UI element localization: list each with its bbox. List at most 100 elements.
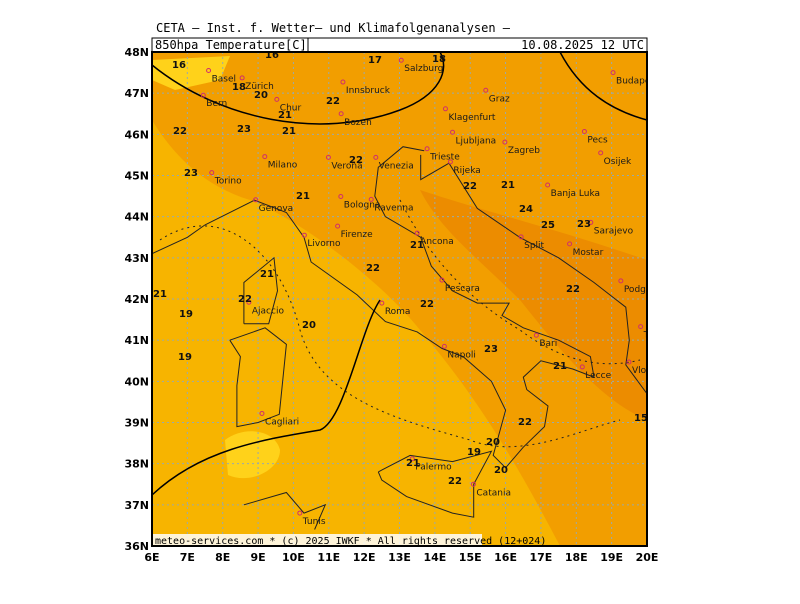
city-marker (450, 129, 456, 135)
city-label: Venezia (379, 161, 414, 171)
city-marker (239, 75, 245, 81)
city-label: Tirana (643, 331, 672, 341)
lon-label: 15E (459, 551, 482, 564)
contour-label: 23 (484, 344, 498, 355)
contour-label: 22 (518, 417, 532, 428)
lon-label: 14E (423, 551, 446, 564)
lon-label: 20E (636, 551, 659, 564)
contour-label: 22 (420, 299, 434, 310)
contour-label: 22 (448, 476, 462, 487)
city-marker (368, 196, 374, 202)
city-label: Podgorica (624, 285, 668, 295)
contour-label: 20 (486, 437, 500, 448)
city-label: Torino (214, 177, 242, 187)
contour-label: 22 (463, 181, 477, 192)
city-label: Zürich (245, 82, 274, 92)
city-label: Ravenna (374, 203, 413, 213)
coastline (229, 327, 287, 428)
contour-label: 19 (179, 309, 193, 320)
city-label: Cagliari (265, 417, 299, 427)
contour-label: 24 (519, 204, 533, 215)
city-marker (626, 359, 632, 365)
isotherm-dotted (159, 225, 621, 448)
city-label: Zagreb (508, 146, 540, 156)
contour-label: 21 (153, 289, 167, 300)
lon-label: 11E (317, 551, 340, 564)
city-marker (447, 159, 453, 165)
lat-label: 44N (124, 211, 149, 224)
header-title: CETA — Inst. f. Wetter— und Klimafolgena… (156, 21, 511, 35)
contour-label: 20 (302, 320, 316, 331)
city-marker (588, 219, 594, 225)
lat-label: 40N (124, 375, 149, 388)
city-label: Ancona (420, 237, 454, 247)
contour-label: 16 (265, 50, 279, 61)
contour-label: 23 (184, 168, 198, 179)
lon-label: 8E (215, 551, 230, 564)
lon-label: 19E (600, 551, 623, 564)
coastline (243, 491, 327, 530)
city-marker (379, 300, 385, 306)
city-marker (414, 230, 420, 236)
city-label: Klagenfurt (448, 113, 495, 123)
city-label: Milano (268, 161, 298, 171)
city-marker (338, 193, 344, 199)
contour-label: 21 (296, 191, 310, 202)
coastline (377, 450, 493, 518)
lon-label: 18E (565, 551, 588, 564)
contour-label: 19 (467, 447, 481, 458)
city-marker (325, 154, 331, 160)
city-label: Budapest (616, 77, 659, 87)
city-marker (200, 92, 206, 98)
lat-label: 47N (124, 87, 149, 100)
city-marker (424, 146, 430, 152)
contour-label: 22 (238, 294, 252, 305)
city-label: Catania (476, 488, 511, 498)
footer: meteo-services.com * (c) 2025 IWKF * All… (155, 536, 546, 547)
contour-label: 22 (366, 263, 380, 274)
grid (152, 52, 647, 546)
city-label: Tunis (302, 517, 326, 527)
city-label: Mostar (573, 248, 604, 258)
lon-label: 16E (494, 551, 517, 564)
city-label: Osijek (604, 157, 632, 167)
city-label: Split (524, 241, 544, 251)
city-marker (301, 232, 307, 238)
contour-label: 17 (368, 55, 382, 66)
lon-label: 13E (388, 551, 411, 564)
contour-label: 25 (541, 220, 555, 231)
city-label: Innsbruck (346, 86, 391, 96)
isotherm (559, 52, 647, 121)
city-marker (598, 150, 604, 156)
city-marker (262, 154, 268, 160)
city-marker (409, 456, 415, 462)
isotherm (152, 52, 445, 125)
isotherm-dotted (399, 199, 641, 365)
city-marker (638, 324, 644, 330)
city-label: Genova (259, 204, 294, 214)
city-label: Bern (206, 99, 227, 109)
contour-label: 21 (553, 361, 567, 372)
city-label: Lecce (585, 371, 611, 381)
city-marker (545, 182, 551, 188)
map-area: Basel Zürich Bern Chur Innsbruck Salzburg Boze… (152, 50, 672, 547)
city-label: Bari (539, 339, 557, 349)
city-label: Napoli (447, 350, 475, 360)
city-label: Vlora (632, 366, 655, 376)
map-frame (151, 51, 648, 547)
contour-label: 23 (237, 124, 251, 135)
city-label: Ljubljana (456, 136, 497, 146)
city-marker (518, 234, 524, 240)
lat-label: 38N (124, 458, 149, 471)
contour-label: 19 (178, 352, 192, 363)
city-marker (483, 87, 489, 93)
cities: Basel Zürich Bern Chur Innsbruck Salzburg Boze… (200, 57, 672, 527)
coastline (420, 154, 647, 394)
city-label: Chur (280, 103, 302, 113)
hot-region (420, 190, 647, 420)
city-label: Sarajevo (594, 226, 634, 236)
city-label: Livorno (307, 239, 341, 249)
contour-label: 20 (254, 90, 268, 101)
field-label: 850hpa Temperature[C] (155, 38, 307, 52)
